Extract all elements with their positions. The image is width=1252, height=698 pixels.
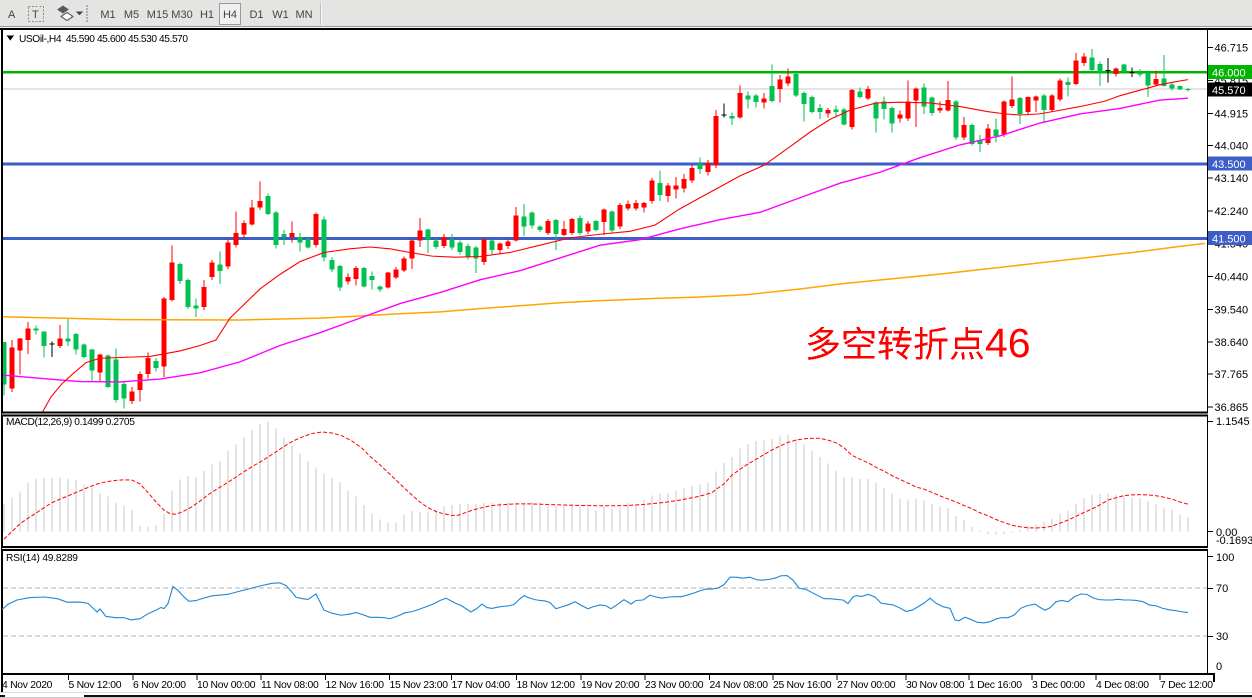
svg-text:46.000: 46.000: [1212, 68, 1246, 80]
svg-text:45.570: 45.570: [1212, 85, 1246, 97]
svg-text:41.500: 41.500: [1212, 233, 1246, 245]
svg-text:M30: M30: [171, 9, 192, 21]
svg-text:4 Nov 2020: 4 Nov 2020: [2, 680, 53, 691]
svg-text:5 Nov 12:00: 5 Nov 12:00: [69, 680, 122, 691]
svg-text:40.440: 40.440: [1215, 272, 1249, 284]
svg-text:-0.1693: -0.1693: [1216, 535, 1252, 547]
svg-text:11 Nov 08:00: 11 Nov 08:00: [261, 680, 319, 691]
svg-text:10 Nov 00:00: 10 Nov 00:00: [197, 680, 256, 691]
svg-text:1.1545: 1.1545: [1216, 416, 1250, 428]
svg-text:MACD(12,26,9) 0.1499 0.2705: MACD(12,26,9) 0.1499 0.2705: [6, 417, 135, 428]
svg-text:3 Dec 00:00: 3 Dec 00:00: [1032, 680, 1085, 691]
svg-text:30: 30: [1216, 631, 1228, 643]
svg-text:M15: M15: [147, 9, 168, 21]
svg-text:43.140: 43.140: [1215, 173, 1249, 185]
svg-text:15 Nov 23:00: 15 Nov 23:00: [390, 680, 449, 691]
svg-text:0: 0: [1216, 661, 1222, 673]
svg-text:MN: MN: [295, 9, 312, 21]
svg-text:23 Nov 00:00: 23 Nov 00:00: [645, 680, 704, 691]
svg-text:17 Nov 04:00: 17 Nov 04:00: [452, 680, 511, 691]
svg-text:44.040: 44.040: [1215, 140, 1249, 152]
svg-text:43.500: 43.500: [1212, 159, 1246, 171]
svg-text:70: 70: [1216, 583, 1228, 595]
svg-text:25 Nov 16:00: 25 Nov 16:00: [773, 680, 832, 691]
svg-text:46: 46: [985, 320, 1031, 366]
svg-text:M1: M1: [100, 9, 115, 21]
svg-text:12 Nov 16:00: 12 Nov 16:00: [326, 680, 385, 691]
svg-text:46.715: 46.715: [1215, 43, 1249, 55]
svg-text:37.765: 37.765: [1215, 369, 1249, 381]
svg-text:0.00: 0.00: [1216, 527, 1237, 539]
svg-text:H1: H1: [200, 9, 214, 21]
svg-text:38.640: 38.640: [1215, 337, 1249, 349]
svg-text:42.240: 42.240: [1215, 206, 1249, 218]
svg-text:RSI(14) 49.8289: RSI(14) 49.8289: [6, 553, 78, 564]
svg-text:A: A: [8, 9, 16, 21]
svg-text:1 Dec 16:00: 1 Dec 16:00: [969, 680, 1022, 691]
svg-text:M5: M5: [124, 9, 139, 21]
svg-text:4 Dec 08:00: 4 Dec 08:00: [1096, 680, 1149, 691]
svg-text:24 Nov 08:00: 24 Nov 08:00: [710, 680, 769, 691]
svg-text:W1: W1: [272, 9, 289, 21]
svg-text:19 Nov 20:00: 19 Nov 20:00: [581, 680, 640, 691]
svg-text:7 Dec 12:00: 7 Dec 12:00: [1160, 680, 1213, 691]
svg-text:6 Nov 20:00: 6 Nov 20:00: [133, 680, 186, 691]
svg-text:39.540: 39.540: [1215, 304, 1249, 316]
svg-text:T: T: [32, 9, 39, 21]
svg-text:18 Nov 12:00: 18 Nov 12:00: [517, 680, 576, 691]
svg-text:36.865: 36.865: [1215, 402, 1249, 414]
svg-text:H4: H4: [223, 9, 237, 21]
svg-text:100: 100: [1216, 552, 1234, 564]
svg-text:30 Nov 08:00: 30 Nov 08:00: [906, 680, 965, 691]
svg-text:27 Nov 00:00: 27 Nov 00:00: [837, 680, 896, 691]
svg-text:44.915: 44.915: [1215, 108, 1249, 120]
svg-text:USOil-,H4 45.590 45.600 45.53: USOil-,H4 45.590 45.600 45.530 45.570: [19, 34, 188, 45]
svg-text:D1: D1: [249, 9, 263, 21]
